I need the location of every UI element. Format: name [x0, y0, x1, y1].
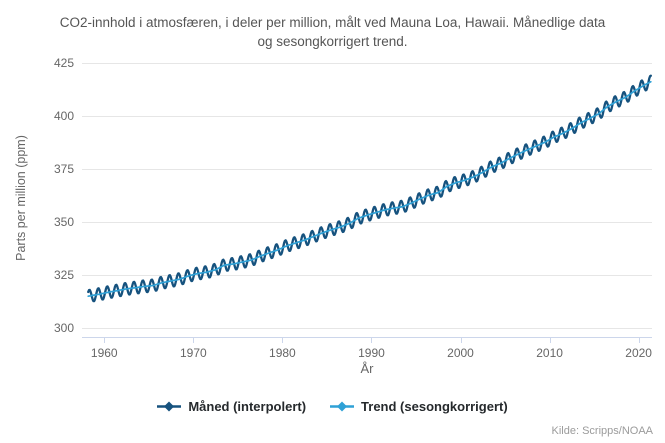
x-tick-label: 2000: [447, 346, 474, 360]
x-tick-label: 1960: [91, 346, 118, 360]
chart-title-line1: CO2-innhold i atmosfæren, i deler per mi…: [59, 15, 606, 30]
legend: Måned (interpolert) Trend (sesongkorriger…: [0, 399, 665, 414]
series-monthly-line: [87, 74, 652, 303]
series-trend-line: [87, 80, 652, 298]
y-tick-label: 300: [54, 321, 74, 335]
x-tick-label: 2010: [536, 346, 563, 360]
y-tick-label: 400: [54, 109, 74, 123]
legend-marker-icon: [330, 401, 355, 412]
y-tick-label: 350: [54, 215, 74, 229]
legend-item-monthly[interactable]: Måned (interpolert): [157, 399, 306, 414]
y-tick-label: 325: [54, 268, 74, 282]
chart-title: CO2-innhold i atmosfæren, i deler per mi…: [0, 13, 665, 51]
legend-item-label: Trend (sesongkorrigert): [361, 399, 508, 414]
legend-item-label: Måned (interpolert): [188, 399, 307, 414]
x-tick-label: 1970: [180, 346, 207, 360]
source-credit: Kilde: Scripps/NOAA: [551, 425, 653, 437]
x-axis-title: År: [360, 361, 374, 376]
x-tick-label: 2020: [625, 346, 652, 360]
x-tick-label: 1990: [358, 346, 385, 360]
y-tick-label: 425: [54, 56, 74, 70]
x-tick-label: 1980: [269, 346, 296, 360]
chart-title-line2: og sesongkorrigert trend.: [257, 34, 408, 49]
y-tick-label: 375: [54, 162, 74, 176]
legend-item-trend[interactable]: Trend (sesongkorrigert): [330, 399, 508, 414]
legend-marker-icon: [157, 401, 182, 412]
